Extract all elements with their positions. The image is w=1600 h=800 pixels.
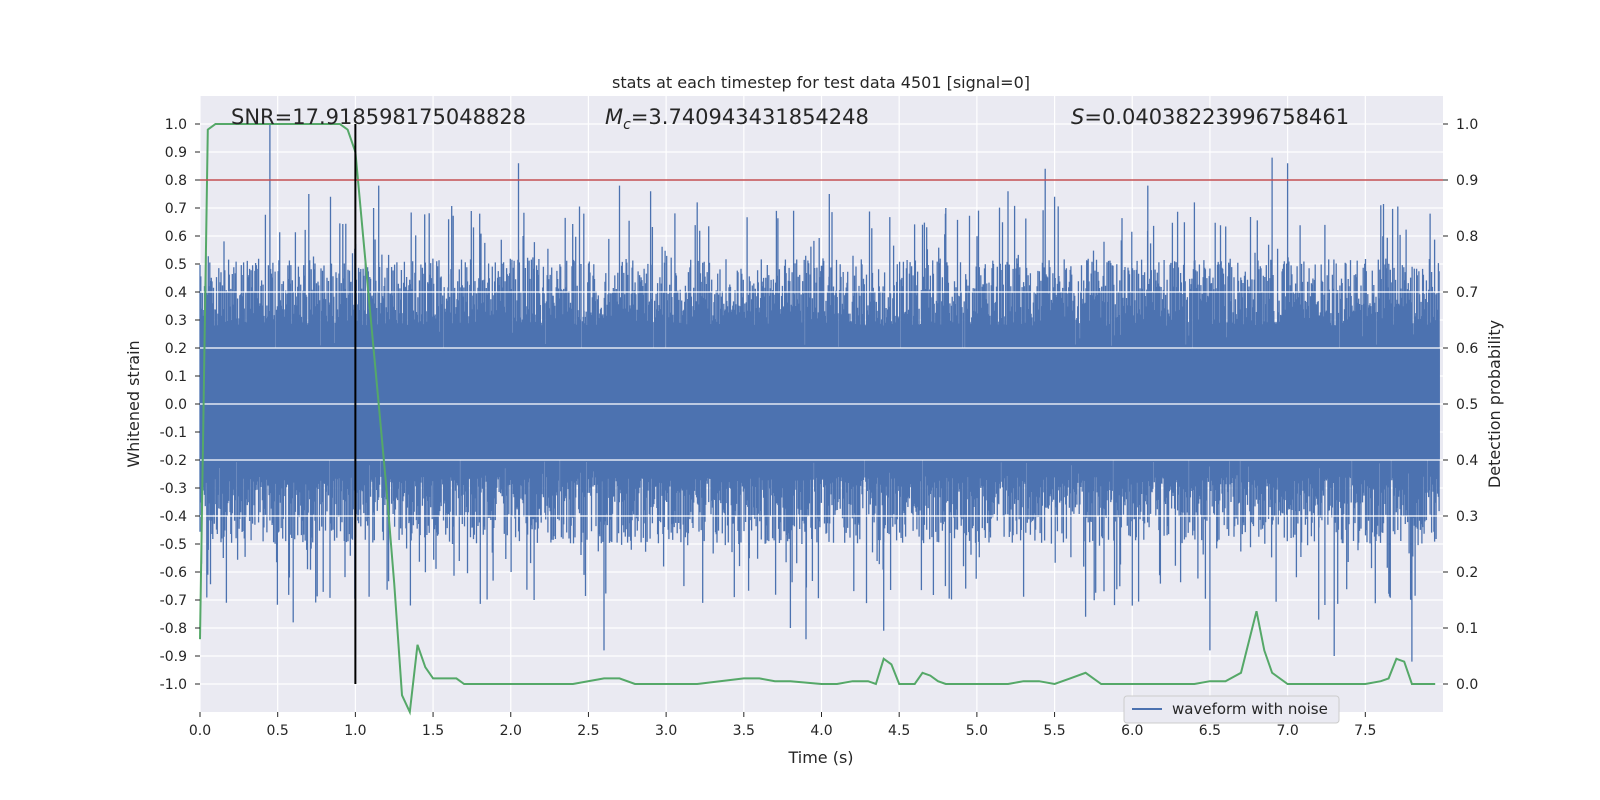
- y-tick-label: -1.0: [160, 677, 187, 693]
- x-axis-label: Time (s): [787, 748, 853, 767]
- s-value: =0.04038223996758461: [1084, 105, 1349, 129]
- x-tick-label: 5.5: [1043, 723, 1065, 739]
- y2-tick-label: 1.0: [1456, 117, 1478, 133]
- chirp-mass-symbol: M: [605, 105, 623, 129]
- y-tick-label: -0.3: [160, 481, 187, 497]
- y-tick-label: 0.3: [165, 313, 187, 329]
- y-tick-label: 0.1: [165, 369, 187, 385]
- series-detection-probability: [199, 123, 1436, 716]
- y-tick-label: -0.4: [160, 509, 187, 525]
- x-tick-label: 4.0: [810, 723, 832, 739]
- s-annotation: S=0.04038223996758461: [1071, 105, 1349, 129]
- y2-tick-label: 0.3: [1456, 509, 1478, 525]
- series-waveform-with-noise: [199, 124, 1443, 662]
- legend-label: waveform with noise: [1172, 700, 1328, 718]
- legend-box: [1123, 695, 1340, 724]
- y-tick-label: 0.6: [165, 229, 187, 245]
- x-tick-label: 1.5: [422, 723, 444, 739]
- y-tick-label: 0.5: [165, 257, 187, 273]
- y-tick-label: 1.0: [165, 117, 187, 133]
- snr-annotation: SNR=17.918598175048828: [231, 105, 526, 129]
- y-tick-label: -0.2: [160, 453, 187, 469]
- y2-tick-label: 0.8: [1456, 229, 1478, 245]
- x-tick-label: 7.0: [1276, 723, 1298, 739]
- y2-tick-label: 0.1: [1456, 621, 1478, 637]
- x-tick-label: 1.0: [344, 723, 366, 739]
- x-tick-label: 2.0: [500, 723, 522, 739]
- y2-tick-label: 0.7: [1456, 285, 1478, 301]
- chirp-mass-value: =3.740943431854248: [631, 105, 869, 129]
- ticks: 0.0 0.5 1.0 1.5 2.0 2.5 3.0 3.5 4.0 4.5 5.0 5.5 6.0 6…: [160, 117, 1479, 739]
- x-tick-label: 0.0: [189, 723, 211, 739]
- y2-tick-label: 0.6: [1456, 341, 1478, 357]
- probability-line: [199, 123, 1436, 716]
- y-tick-label: -0.8: [160, 621, 187, 637]
- y2-tick-label: 0.9: [1456, 173, 1478, 189]
- y-tick-label: 0.9: [165, 145, 187, 161]
- x-tick-label: 7.5: [1354, 723, 1376, 739]
- y-axis-label: Whitened strain: [124, 340, 143, 467]
- reference-lines: [200, 124, 1443, 684]
- y-tick-label: 0.2: [165, 341, 187, 357]
- y-tick-label: 0.7: [165, 201, 187, 217]
- x-tick-label: 6.0: [1121, 723, 1143, 739]
- x-tick-label: 2.5: [577, 723, 599, 739]
- y2-tick-label: 0.4: [1456, 453, 1478, 469]
- chart-title: stats at each timestep for test data 450…: [612, 73, 1030, 92]
- y-tick-label: -0.1: [160, 425, 187, 441]
- x-tick-label: 3.0: [655, 723, 677, 739]
- y-tick-label: -0.7: [160, 593, 187, 609]
- y-tick-label: 0.0: [165, 397, 187, 413]
- x-tick-label: 4.5: [888, 723, 910, 739]
- chirp-mass-annotation: Mc=3.740943431854248: [605, 105, 869, 133]
- y-tick-label: -0.6: [160, 565, 187, 581]
- y-tick-label: 0.8: [165, 173, 187, 189]
- y-tick-label: -0.9: [160, 649, 187, 665]
- s-symbol: S: [1071, 105, 1084, 129]
- y-tick-label: -0.5: [160, 537, 187, 553]
- y-tick-label: 0.4: [165, 285, 187, 301]
- y2-axis-label: Detection probability: [1485, 320, 1504, 488]
- y2-tick-label: 0.5: [1456, 397, 1478, 413]
- x-tick-label: 0.5: [267, 723, 289, 739]
- y2-tick-label: 0.2: [1456, 565, 1478, 581]
- chirp-mass-subscript: c: [623, 117, 631, 133]
- x-tick-label: 3.5: [733, 723, 755, 739]
- legend: waveform with noise: [1123, 695, 1340, 724]
- x-tick-label: 6.5: [1199, 723, 1221, 739]
- noise-trace: [199, 124, 1440, 662]
- y2-tick-label: 0.0: [1456, 677, 1478, 693]
- x-tick-label: 5.0: [966, 723, 988, 739]
